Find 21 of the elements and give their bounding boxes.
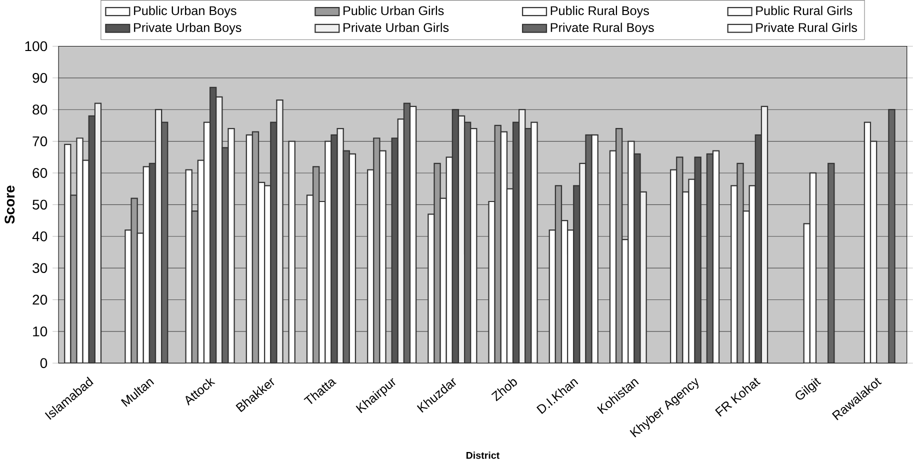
y-tick-label: 40 (32, 232, 48, 242)
y-tick-label: 90 (32, 73, 48, 84)
legend-label: Public Urban Girls (344, 6, 444, 16)
y-axis-title: Score (4, 186, 15, 224)
legend-label: Private Urban Boys (134, 22, 242, 35)
y-tick-label: 80 (32, 104, 48, 115)
y-tick-label: 10 (33, 326, 48, 337)
y-tick-label: 30 (32, 263, 48, 274)
y-tick-label: 20 (32, 295, 48, 305)
legend-label: Private Rural Boys (550, 22, 654, 35)
legend-label: Public Rural Boys (550, 6, 649, 18)
legend-label: Public Rural Girls (756, 6, 852, 16)
legend-label: Private Urban Girls (344, 22, 449, 32)
legend-label: Public Urban Boys (134, 6, 236, 18)
y-tick-label: 50 (32, 200, 48, 210)
y-tick-label: 60 (32, 168, 48, 178)
y-tick-label: 0 (40, 358, 48, 368)
legend-label: Private Rural Girls (756, 22, 858, 32)
y-tick-label: 70 (32, 136, 48, 146)
x-axis-title: District (466, 452, 500, 460)
y-tick-label: 100 (25, 42, 48, 52)
